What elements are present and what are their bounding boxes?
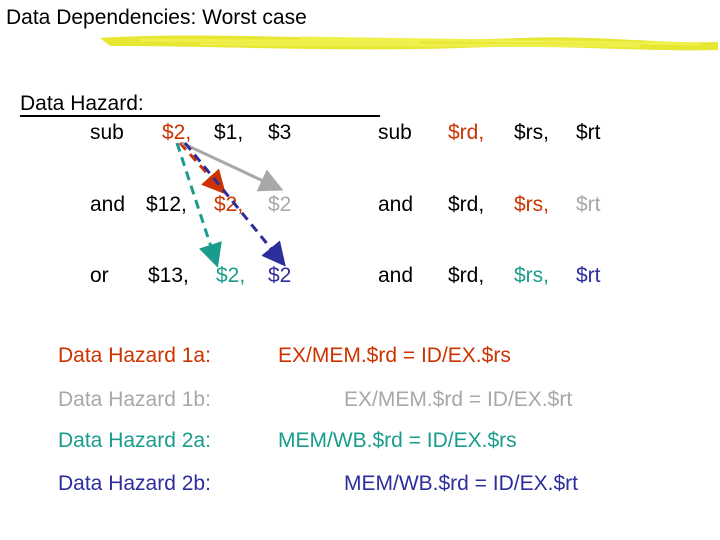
code-row2-reg-a: $12, (146, 193, 187, 216)
code-row1-reg-c: $3 (268, 121, 292, 144)
hazard-2a-condition: MEM/WB.$rd = ID/EX.$rs (278, 429, 517, 452)
code-row3-reg-b: $2, (216, 264, 246, 287)
hazard-1a-label: Data Hazard 1a: (58, 344, 211, 367)
code-row2-reg-b: $2, (214, 193, 244, 216)
hazard-2a-label: Data Hazard 2a: (58, 429, 211, 452)
format-row3-rd: $rd, (448, 264, 485, 287)
dependency-arrows (175, 141, 286, 268)
format-row2-rt: $rt (576, 193, 601, 216)
code-row1-reg-a: $2, (162, 121, 192, 144)
format-row1-rt: $rt (576, 121, 601, 144)
code-row1-op: sub (90, 121, 124, 144)
code-row3-reg-c: $2 (268, 264, 292, 287)
hazard-2b-label: Data Hazard 2b: (58, 472, 211, 495)
hazard-1a-condition: EX/MEM.$rd = ID/EX.$rs (278, 344, 511, 367)
yellow-brush-stroke (100, 35, 718, 51)
arrow-1b (181, 141, 284, 192)
arrow-2b (183, 142, 286, 267)
code-row3-reg-a: $13, (148, 264, 189, 287)
arrow-2a (175, 142, 222, 268)
hazard-1b-condition: EX/MEM.$rd = ID/EX.$rt (344, 388, 573, 411)
format-row3-rt: $rt (576, 264, 601, 287)
format-row3-rs: $rs, (514, 264, 550, 287)
format-row1-rd: $rd, (448, 121, 485, 144)
format-row2-rs: $rs, (514, 193, 550, 216)
format-row2-rd: $rd, (448, 193, 485, 216)
code-row1-reg-b: $1, (214, 121, 244, 144)
format-row2-op: and (378, 193, 414, 216)
format-row1-op: sub (378, 121, 412, 144)
format-row1-rs: $rs, (514, 121, 550, 144)
data-hazard-heading: Data Hazard: (20, 92, 144, 115)
hazard-2b-condition: MEM/WB.$rd = ID/EX.$rt (344, 472, 578, 495)
format-row3-op: and (378, 264, 414, 287)
heading-underline (20, 115, 380, 117)
hazard-1b-label: Data Hazard 1b: (58, 388, 211, 411)
slide-title: Data Dependencies: Worst case (6, 6, 307, 29)
code-row3-op: or (90, 264, 109, 287)
code-row2-op: and (90, 193, 126, 216)
code-row2-reg-c: $2 (268, 193, 292, 216)
